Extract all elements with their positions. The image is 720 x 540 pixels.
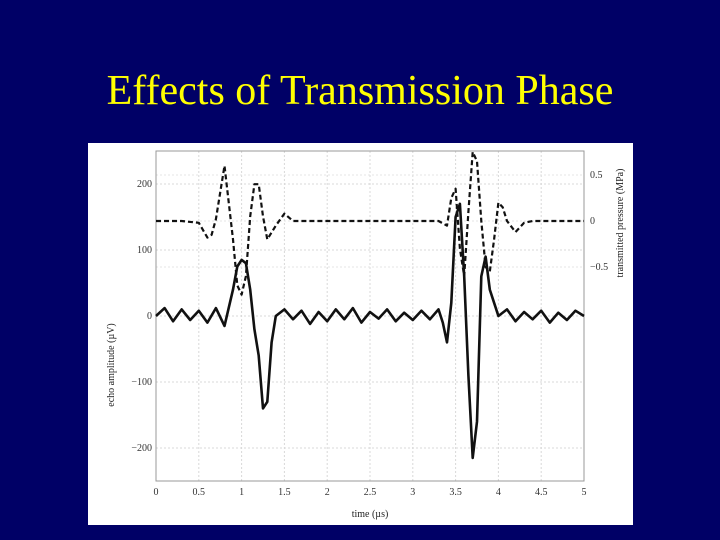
y-tick-label-right: 0 [590, 216, 595, 227]
x-tick-label: 2 [325, 487, 330, 498]
x-tick-label: 1.5 [278, 487, 291, 498]
y-tick-label-left: 0 [147, 311, 152, 322]
series-line-echo-amplitude [155, 202, 585, 460]
figure-panel: 0 0.5 1 1.5 2 2.5 3 3.5 4 4.5 5 200 100 0 −100 −200 0.5 0… [88, 143, 633, 525]
y-axis-label-left: echo amplitude (µV) [106, 323, 117, 407]
x-tick-label: 1 [239, 487, 244, 498]
series-layer [155, 150, 585, 460]
x-axis-label: time (µs) [352, 509, 389, 520]
x-tick-label: 3.5 [449, 487, 462, 498]
slide-title: Effects of Transmission Phase [106, 68, 614, 114]
series-line-transmitted-pressure [156, 150, 584, 296]
tick-labels: 0 0.5 1 1.5 2 2.5 3 3.5 4 4.5 5 200 100 0 −100 −200 0.5 0… [131, 170, 608, 498]
x-tick-label: 5 [582, 487, 587, 498]
y-tick-label-left: −100 [131, 377, 152, 388]
x-tick-label: 3 [410, 487, 415, 498]
echo-chart: 0 0.5 1 1.5 2 2.5 3 3.5 4 4.5 5 200 100 0 −100 −200 0.5 0… [106, 150, 626, 520]
y-tick-label-left: −200 [131, 443, 152, 454]
y-axis-label-right: transmitted pressure (MPa) [615, 169, 626, 278]
x-tick-label: 4 [496, 487, 501, 498]
y-tick-label-right: 0.5 [590, 170, 603, 181]
y-tick-label-right: −0.5 [590, 262, 608, 273]
y-tick-label-left: 200 [137, 179, 152, 190]
x-tick-label: 0.5 [193, 487, 206, 498]
x-tick-label: 4.5 [535, 487, 548, 498]
x-tick-label: 2.5 [364, 487, 377, 498]
x-tick-label: 0 [154, 487, 159, 498]
y-tick-label-left: 100 [137, 245, 152, 256]
